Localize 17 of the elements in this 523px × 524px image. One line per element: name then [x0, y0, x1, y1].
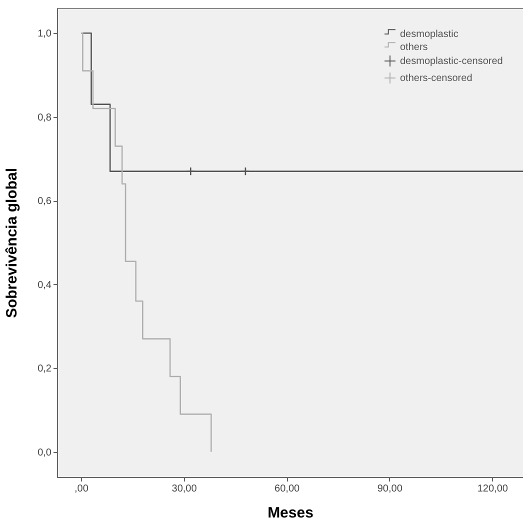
x-tick-label: 60,00	[274, 484, 300, 494]
y-tick-label: 1,0	[38, 28, 52, 40]
legend-label: others-censored	[400, 73, 472, 84]
y-tick-label: 0,2	[38, 364, 52, 375]
y-tick-label: 0,4	[38, 280, 52, 291]
y-tick-label: 0,8	[38, 112, 52, 124]
y-tick-label: 0,6	[38, 196, 52, 208]
legend-label: desmoplastic-censored	[400, 56, 503, 67]
x-tick-label: 30,00	[172, 484, 198, 494]
x-axis-title: Meses	[268, 504, 314, 522]
legend-label: desmoplastic	[400, 29, 458, 40]
y-axis-title: Sobrevivência global	[4, 168, 21, 318]
x-tick-label: 90,00	[377, 484, 403, 494]
legend-label: others	[400, 42, 428, 53]
x-tick-label: 120,00	[477, 484, 508, 494]
y-tick-label: 0,0	[38, 447, 52, 458]
x-tick-label: ,00	[74, 484, 89, 494]
